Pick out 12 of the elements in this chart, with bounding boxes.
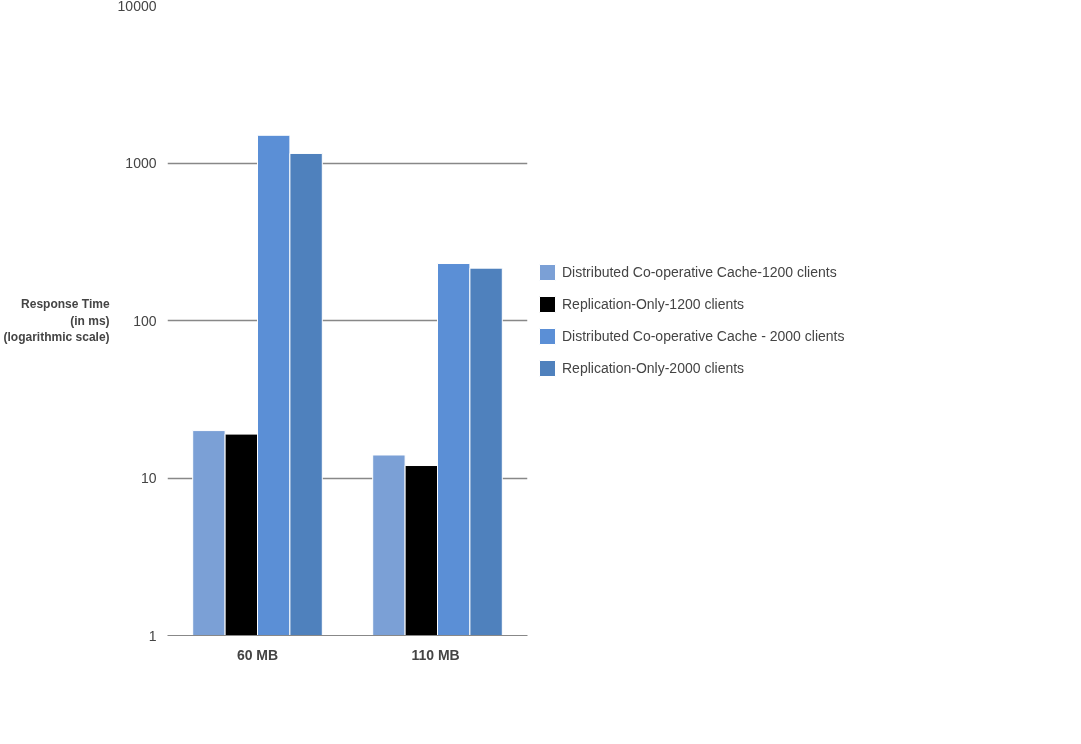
legend-label: Replication-Only-1200 clients [562,296,745,312]
legend-label: Distributed Co-operative Cache-1200 clients [562,264,837,280]
y-axis-title: Response Time (in ms) (logarithmic scale) [3,296,110,345]
y-tick-label: 1 [148,627,157,644]
y-tick-label: 100 [133,312,157,329]
y-tick-label: 10 [140,470,157,486]
x-tick-label: 110 MB [411,646,460,663]
x-tick-label: 60 MB [236,646,279,663]
legend-label: Replication-Only-2000 clients [562,360,745,376]
legend-label: Distributed Co-operative Cache - 2000 clients [562,328,845,344]
y-tick-label: 10000 [117,0,157,14]
y-tick-label: 1000 [125,155,157,171]
